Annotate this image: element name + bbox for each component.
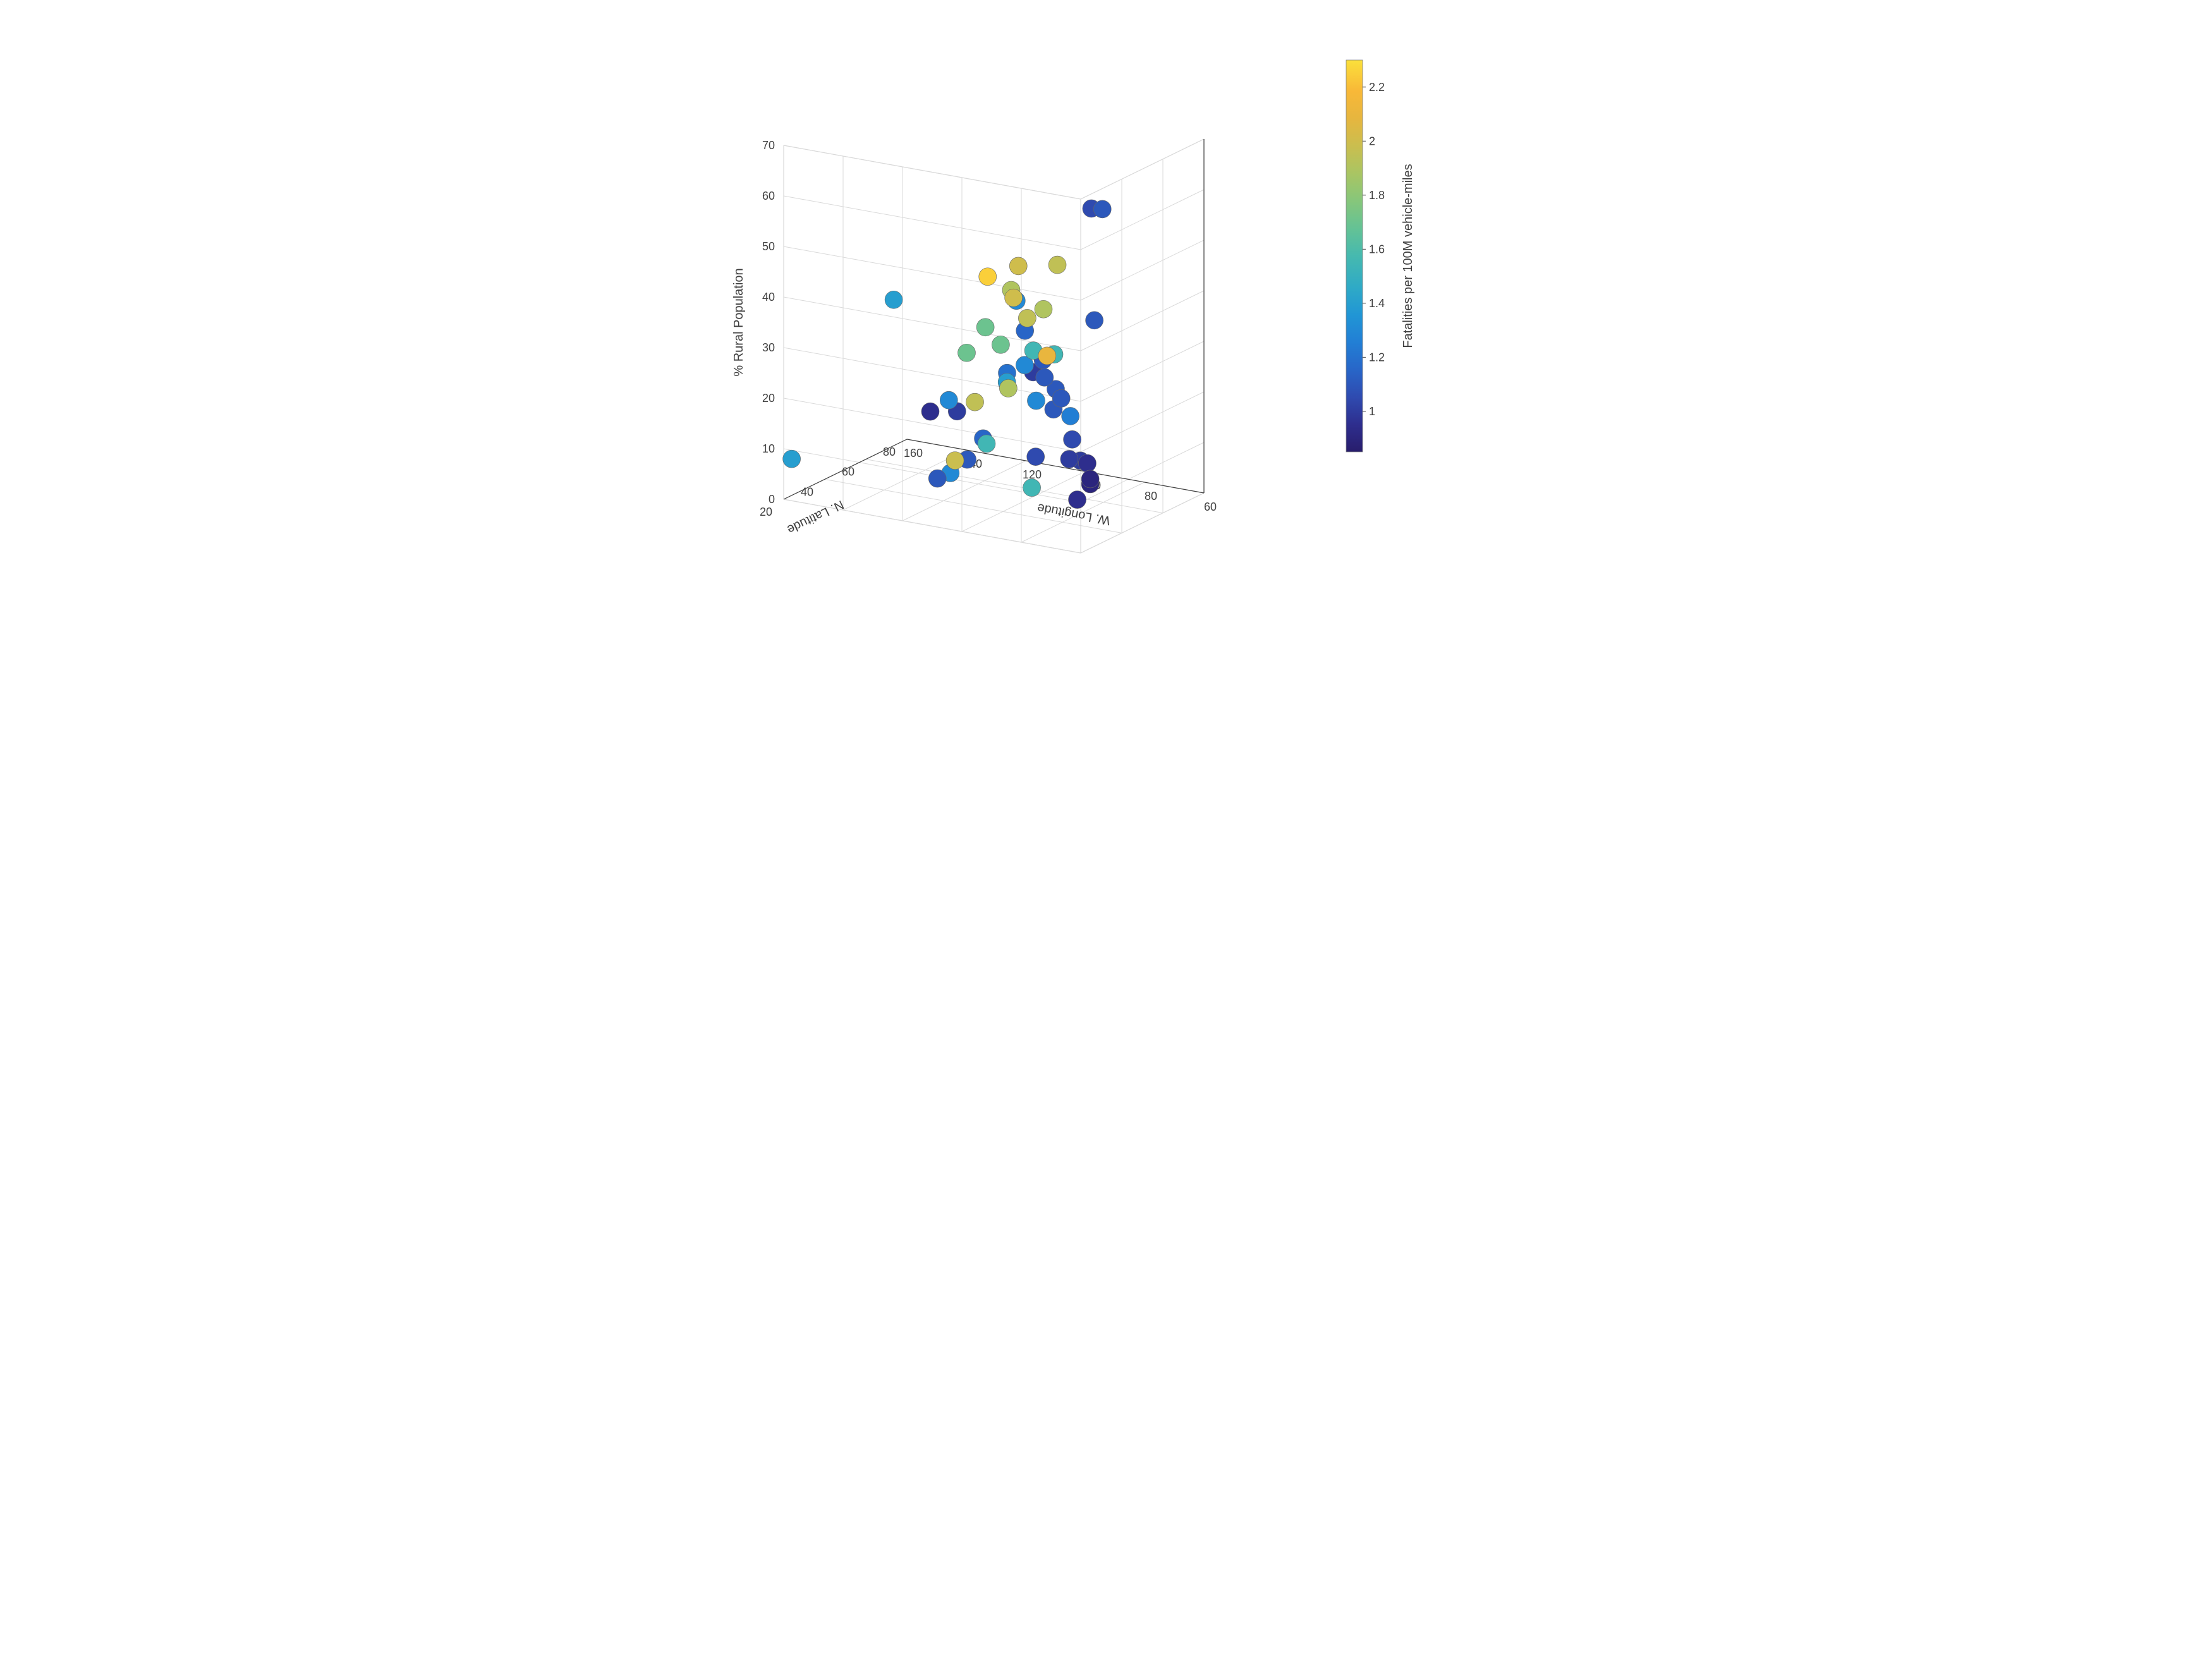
chart-container: { "chart": { "type": "scatter3d", "width… bbox=[727, 0, 1485, 569]
z-tick-label: 10 bbox=[762, 442, 775, 455]
data-point bbox=[940, 391, 957, 409]
data-point bbox=[1027, 448, 1045, 466]
data-point bbox=[885, 291, 902, 308]
data-point bbox=[976, 319, 994, 336]
data-point bbox=[1078, 454, 1096, 472]
y-tick-label: 20 bbox=[760, 506, 772, 518]
colorbar-label: Fatalities per 100M vehicle-miles bbox=[1401, 164, 1415, 348]
z-tick-label: 40 bbox=[762, 291, 775, 303]
z-tick-label: 60 bbox=[762, 190, 775, 202]
data-point bbox=[946, 452, 964, 470]
data-point bbox=[921, 403, 939, 420]
data-point bbox=[1086, 312, 1103, 329]
z-tick-label: 0 bbox=[769, 493, 775, 506]
data-point bbox=[999, 379, 1017, 397]
colorbar-tick-label: 2.2 bbox=[1369, 81, 1385, 94]
data-point bbox=[1060, 450, 1078, 468]
data-point bbox=[1009, 257, 1027, 275]
data-point bbox=[1093, 200, 1111, 218]
z-tick-label: 70 bbox=[762, 139, 775, 152]
colorbar-tick-label: 1.6 bbox=[1369, 243, 1385, 255]
data-point bbox=[1069, 491, 1086, 509]
z-tick-label: 50 bbox=[762, 240, 775, 253]
data-point bbox=[928, 470, 946, 487]
data-point bbox=[1005, 289, 1023, 307]
colorbar-tick-label: 1.2 bbox=[1369, 351, 1385, 363]
y-tick-label: 80 bbox=[883, 446, 896, 458]
data-point bbox=[1018, 309, 1036, 327]
data-point bbox=[1081, 470, 1099, 488]
x-tick-label: 80 bbox=[1145, 490, 1157, 502]
data-point bbox=[958, 344, 976, 362]
z-tick-label: 20 bbox=[762, 392, 775, 404]
data-point bbox=[1036, 368, 1054, 386]
data-point bbox=[1027, 392, 1045, 410]
colorbar-tick-label: 1.8 bbox=[1369, 189, 1385, 202]
data-point bbox=[1038, 347, 1056, 365]
data-point bbox=[783, 450, 801, 468]
data-point bbox=[1035, 300, 1052, 318]
colorbar-tick-label: 2 bbox=[1369, 135, 1375, 147]
data-point bbox=[1052, 389, 1070, 407]
scatter3d-chart: 608010012014016020406080010203040506070W… bbox=[727, 0, 1485, 569]
z-tick-label: 30 bbox=[762, 341, 775, 354]
data-point bbox=[992, 336, 1009, 353]
data-point bbox=[966, 393, 984, 411]
data-point bbox=[979, 268, 997, 286]
colorbar-tick-label: 1.4 bbox=[1369, 297, 1385, 310]
data-point bbox=[1023, 479, 1041, 497]
x-tick-label: 160 bbox=[904, 447, 923, 459]
y-tick-label: 40 bbox=[801, 485, 813, 498]
colorbar-tick-label: 1 bbox=[1369, 405, 1375, 418]
data-point bbox=[1064, 430, 1081, 448]
data-point bbox=[978, 435, 995, 453]
z-axis-label: % Rural Population bbox=[732, 268, 746, 376]
colorbar: 1 1.2 1.4 1.6 1.8 2 2.2 Fatalities per 100M veh… bbox=[1346, 60, 1415, 452]
y-axis-label: N. Latitude bbox=[785, 497, 846, 537]
data-point bbox=[1048, 256, 1066, 274]
x-tick-label: 60 bbox=[1204, 501, 1217, 513]
data-point bbox=[1062, 407, 1079, 425]
y-tick-label: 60 bbox=[842, 466, 854, 478]
